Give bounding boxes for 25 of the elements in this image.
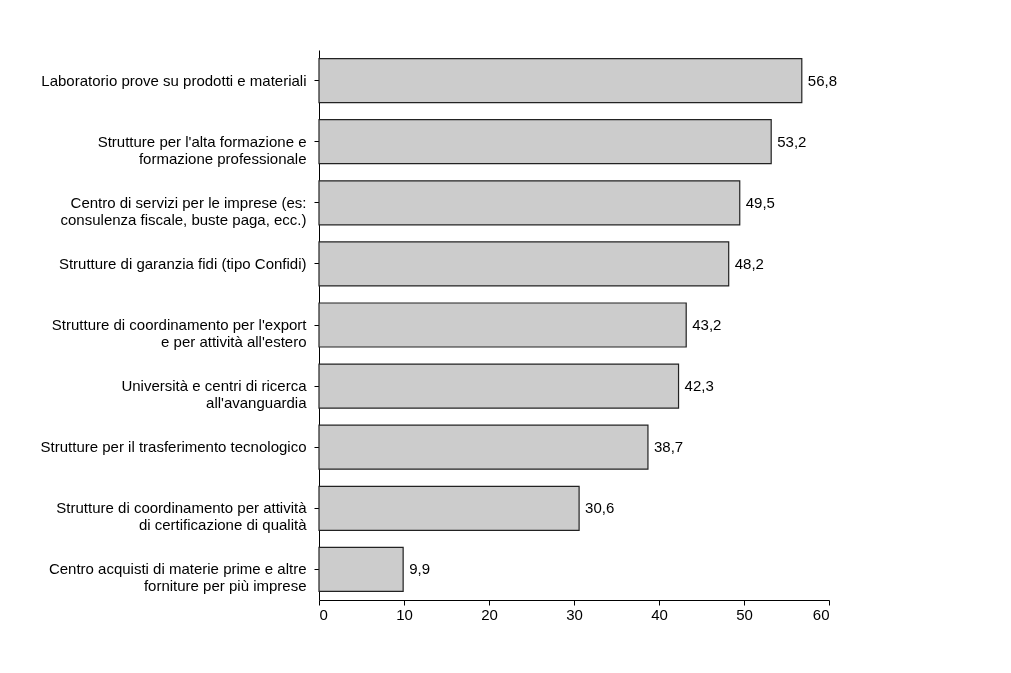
y-tick-label: Strutture di coordinamento per l'export e per attività all'estero: [51, 316, 308, 350]
y-tick-label: Università e centri di ricerca all'avanguardia: [121, 377, 308, 412]
data-label: 9,9: [409, 560, 431, 578]
x-tick-label: 10: [396, 605, 413, 623]
x-tick-label: 40: [651, 605, 668, 623]
x-tick-label: 60: [812, 605, 830, 623]
data-label: 38,7: [653, 438, 684, 456]
y-tick-label: Strutture per il trasferimento tecnologico: [40, 438, 307, 456]
y-tick-label: Centro acquisti di materie prime e altre forniture per più imprese: [48, 560, 307, 595]
data-label: 30,6: [585, 499, 615, 517]
x-tick-label: 50: [736, 605, 753, 623]
data-label: 43,2: [692, 316, 722, 333]
data-label: 56,8: [807, 71, 837, 89]
data-label: 53,2: [777, 132, 807, 150]
data-label: 42,3: [684, 377, 714, 395]
y-tick-label: Laboratorio prove su prodotti e materiali: [41, 71, 307, 89]
x-tick-label: 0: [319, 605, 328, 623]
y-tick-label: Strutture di garanzia fidi (tipo Confidi): [58, 254, 307, 272]
data-label: 49,5: [745, 193, 775, 211]
data-label: 48,2: [734, 254, 764, 272]
x-tick-label: 20: [481, 605, 498, 623]
y-tick-label: Strutture per l'alta formazione e formazione professionale: [97, 132, 307, 167]
y-tick-label: Centro di servizi per le imprese (es: consulenza fiscale, buste paga, ecc.): [60, 193, 307, 228]
x-tick-label: 30: [566, 605, 583, 623]
y-tick-label: Strutture di coordinamento per attività di certificazione di qualità: [56, 499, 308, 534]
